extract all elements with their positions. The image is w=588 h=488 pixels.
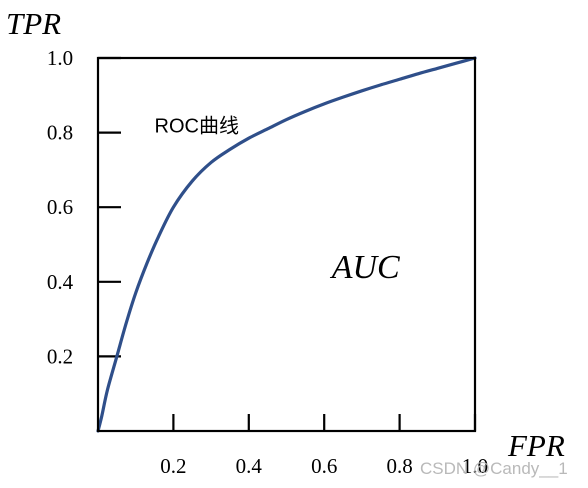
- chart-annotations: ROC曲线 AUC: [155, 115, 401, 286]
- axis-tick-labels: 0.2 0.4 0.6 0.8 1.0 0.2 0.4 0.6 0.8 1.0: [47, 46, 488, 478]
- x-tick-label: 0.2: [160, 454, 186, 478]
- y-tick-label: 0.4: [47, 270, 74, 294]
- x-tick-label: 0.4: [236, 454, 263, 478]
- x-tick-label: 0.8: [386, 454, 412, 478]
- y-tick-label: 0.6: [47, 195, 73, 219]
- plot-frame: [96, 56, 477, 433]
- y-axis-title: TPR: [6, 6, 61, 41]
- x-tick-label: 1.0: [462, 454, 488, 478]
- y-tick-label: 1.0: [47, 46, 73, 70]
- x-axis-title: FPR: [507, 428, 565, 463]
- y-tick-label: 0.2: [47, 344, 73, 368]
- y-tick-label: 0.8: [47, 121, 73, 145]
- roc-curve-label: ROC曲线: [155, 115, 239, 138]
- roc-curve-line: [96, 56, 477, 433]
- x-tick-label: 0.6: [311, 454, 337, 478]
- watermark-text: CSDN @Candy__1: [420, 459, 568, 478]
- auc-label: AUC: [330, 249, 400, 286]
